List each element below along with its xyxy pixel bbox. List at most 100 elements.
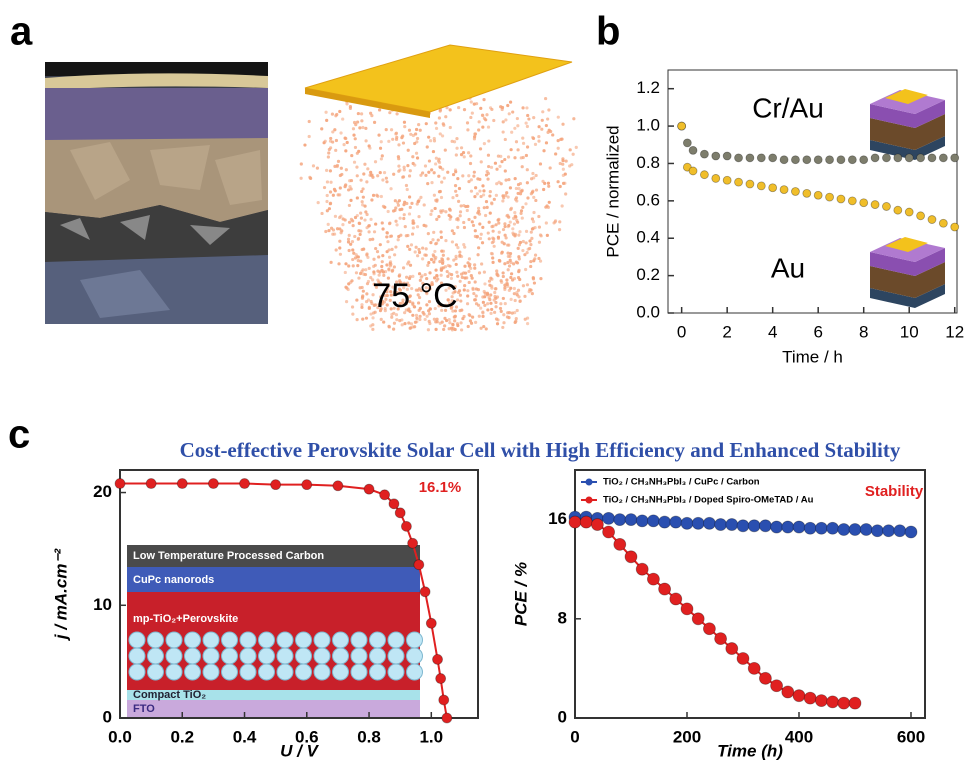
- data-point: [270, 479, 282, 491]
- particle: [497, 230, 501, 234]
- particle: [480, 262, 484, 266]
- particle: [467, 217, 471, 222]
- particle: [487, 139, 491, 143]
- particle: [430, 168, 434, 172]
- particle: [350, 305, 355, 309]
- particle: [525, 124, 529, 129]
- particle: [490, 252, 494, 256]
- particle: [425, 145, 429, 149]
- data-point: [691, 612, 705, 626]
- particle: [387, 139, 391, 143]
- particle: [403, 224, 407, 229]
- particle: [357, 221, 361, 225]
- particle: [435, 273, 439, 278]
- particle: [474, 186, 478, 190]
- data-point: [734, 153, 743, 163]
- particle: [568, 148, 572, 152]
- data-point: [722, 151, 732, 161]
- data-point: [871, 524, 884, 538]
- particle: [545, 233, 549, 237]
- particle: [525, 106, 529, 110]
- particle: [360, 112, 364, 116]
- particle: [408, 300, 412, 304]
- particle: [443, 148, 447, 152]
- particle: [352, 133, 356, 137]
- particle: [517, 233, 521, 237]
- particle: [439, 230, 443, 234]
- sphere: [184, 631, 201, 649]
- particle: [498, 164, 502, 168]
- particle: [501, 199, 505, 203]
- particle: [455, 298, 460, 302]
- particle: [410, 232, 415, 236]
- sphere: [369, 631, 386, 649]
- data-point: [647, 572, 660, 586]
- particle: [547, 128, 551, 132]
- particle: [561, 167, 565, 171]
- particle: [390, 247, 394, 251]
- data-point: [927, 215, 937, 224]
- particle: [493, 161, 498, 165]
- particle: [358, 126, 362, 130]
- particle: [478, 236, 483, 241]
- particle: [417, 308, 421, 312]
- data-point: [882, 153, 891, 163]
- particle: [524, 121, 528, 125]
- particle: [493, 294, 497, 299]
- particle: [411, 301, 415, 305]
- data-point: [813, 190, 823, 200]
- particle: [385, 287, 390, 291]
- particle: [490, 277, 494, 281]
- sphere: [350, 631, 368, 649]
- particle: [496, 235, 501, 239]
- particle: [525, 283, 530, 287]
- particle: [470, 276, 474, 280]
- particle: [349, 198, 353, 202]
- particle: [357, 149, 361, 153]
- particle: [309, 176, 313, 180]
- particle: [368, 238, 372, 242]
- particle: [459, 321, 463, 325]
- particle: [447, 272, 451, 276]
- particle: [544, 96, 548, 101]
- particle: [537, 225, 542, 229]
- particle: [444, 210, 448, 214]
- particle: [381, 227, 385, 231]
- particle: [561, 122, 565, 126]
- particle: [421, 310, 425, 315]
- particle: [414, 127, 419, 132]
- annotation: 16.1%: [419, 479, 462, 496]
- data-point: [379, 489, 391, 501]
- particle: [466, 324, 470, 329]
- particle: [544, 205, 548, 209]
- particle: [428, 321, 432, 326]
- particle: [338, 246, 342, 250]
- particle: [380, 154, 384, 158]
- data-point: [904, 153, 914, 163]
- particle: [337, 262, 341, 266]
- particle: [473, 266, 477, 270]
- particle: [427, 170, 431, 174]
- particle: [492, 298, 496, 302]
- particle: [460, 328, 464, 332]
- particle: [361, 195, 365, 199]
- sphere: [276, 631, 294, 649]
- particle: [511, 110, 515, 114]
- data-point: [756, 153, 766, 163]
- particle: [486, 153, 491, 157]
- particle: [361, 187, 365, 191]
- particle: [334, 148, 338, 152]
- particle: [402, 216, 406, 221]
- particle: [371, 311, 376, 315]
- particle: [376, 278, 380, 282]
- plot-frame: [667, 69, 958, 314]
- x-tick-label: 2: [722, 322, 731, 341]
- sphere: [202, 631, 220, 649]
- particle: [485, 113, 489, 117]
- particle: [450, 229, 454, 233]
- particle: [347, 220, 352, 224]
- particle: [508, 220, 512, 224]
- particle: [467, 280, 471, 285]
- sphere: [165, 663, 183, 681]
- particle: [384, 176, 388, 180]
